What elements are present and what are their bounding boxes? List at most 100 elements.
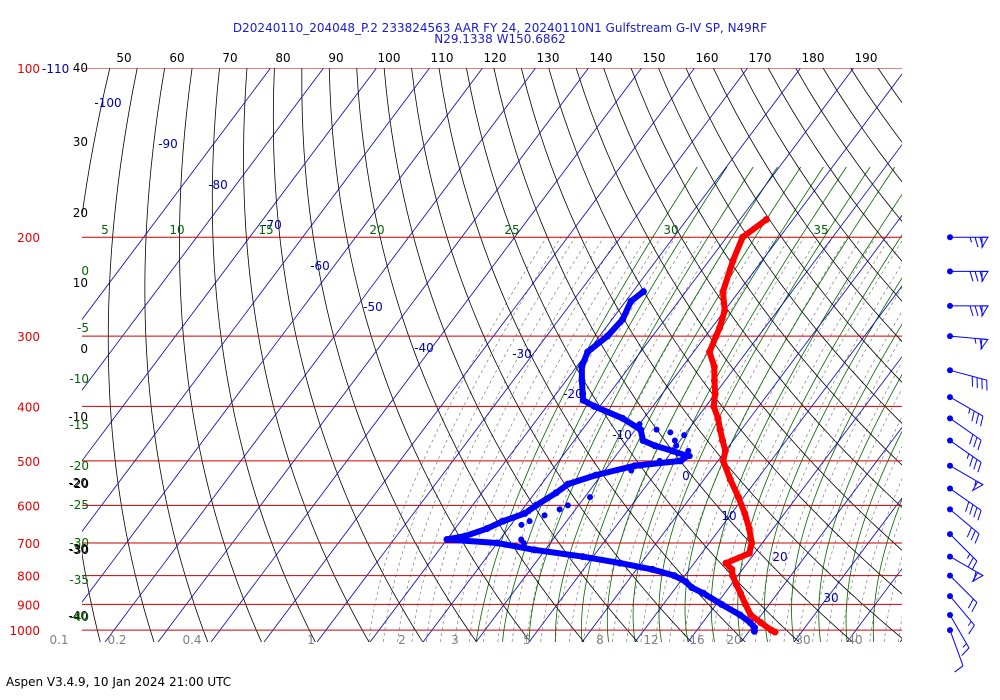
temperature-f-tick: 180: [802, 51, 825, 65]
isotherm-label: -70: [262, 218, 282, 232]
mixing-ratio-bottom-label: 0.2: [107, 633, 126, 647]
wind-barb: [947, 485, 982, 521]
wind-barb-full: [973, 571, 977, 582]
mixing-ratio-bottom-label: 2: [398, 633, 406, 647]
dewpoint-profile-point: [443, 536, 451, 544]
temperature-profile-point: [745, 525, 753, 533]
temperature-f-tick: 80: [275, 51, 290, 65]
mixing-ratio-top-label: 25: [504, 223, 519, 237]
dewpoint-scatter-point: [667, 429, 674, 436]
height-label: 30: [73, 135, 88, 149]
isotherm-line: [104, 68, 537, 642]
height-label: -20: [68, 476, 88, 490]
temperature-profile-point: [741, 509, 749, 517]
temperature-profile-point: [719, 457, 727, 465]
wind-barb: [947, 394, 984, 427]
moist-adiabat-line: [658, 166, 871, 642]
wind-barb-half: [974, 338, 977, 344]
dewpoint-profile-point: [631, 462, 639, 470]
wind-barb-full: [979, 271, 984, 282]
temperature-profile-point: [722, 559, 730, 567]
temperature-profile-point: [726, 476, 734, 484]
dry-adiabat-line: [328, 68, 531, 642]
moist-adiabat-line: [528, 166, 754, 642]
pressure-label: 300: [17, 330, 40, 344]
dry-adiabat-line: [685, 68, 902, 383]
moist-adiabat-label: 0: [81, 264, 89, 278]
mixing-ratio-line: [397, 237, 576, 642]
wind-barb: [947, 462, 984, 492]
mixing-ratio-bottom-label: 0.4: [182, 633, 201, 647]
dewpoint-scatter-point: [587, 494, 594, 501]
height-label: 20: [73, 206, 88, 220]
isotherm-line: [899, 638, 902, 642]
temperature-profile-point: [739, 233, 747, 241]
wind-barb-half: [974, 480, 977, 486]
temperature-f-tick: 50: [116, 51, 131, 65]
temperature-f-tick: 100: [378, 51, 401, 65]
wind-barb-full: [954, 665, 964, 673]
wind-barb-full: [969, 456, 974, 467]
wind-barb-full: [969, 434, 974, 445]
wind-barb-full: [974, 305, 979, 317]
wind-barbs: [947, 234, 989, 673]
dewpoint-scatter-point: [520, 540, 527, 547]
mixing-ratio-line: [740, 263, 902, 642]
wind-barb-staff: [949, 396, 984, 417]
mixing-ratio-bottom-label: 40: [847, 633, 862, 647]
dewpoint-scatter-point: [556, 506, 563, 513]
pressure-label: 900: [17, 598, 40, 612]
isotherm-line: [740, 426, 902, 642]
temperature-profile-point: [771, 628, 779, 636]
dewpoint-profile-point: [616, 559, 624, 567]
mixing-ratio-line: [440, 237, 619, 642]
temperature-profile-point: [710, 377, 718, 385]
isotherm-line: [793, 497, 902, 642]
temperature-profile-point: [737, 589, 745, 597]
moist-adiabat-line: [818, 373, 902, 642]
dewpoint-profile-point: [499, 517, 507, 525]
temperature-f-tick: 190: [855, 51, 878, 65]
wind-barb-full: [969, 271, 974, 282]
pressure-label: 1000: [9, 624, 40, 638]
height-label: -40: [68, 609, 88, 623]
wind-barb-staff: [949, 488, 982, 511]
temperature-profile-point: [721, 447, 729, 455]
dewpoint-profile-point: [579, 396, 587, 404]
dewpoint-profile-point: [483, 525, 491, 533]
wind-barb-full: [967, 557, 974, 567]
temperature-f-tick: 70: [222, 51, 237, 65]
dewpoint-scatter-point: [681, 432, 688, 439]
wind-barb-staff: [949, 369, 987, 381]
dewpoint-profile-point: [592, 471, 600, 479]
temperature-profile-point: [706, 348, 714, 356]
extra-left-label: -30: [69, 543, 89, 557]
dewpoint-profile-point: [619, 315, 627, 323]
dewpoint-scatter-point: [673, 442, 680, 449]
wind-barb-full: [975, 413, 980, 424]
wind-barb-full: [973, 437, 978, 448]
pressure-label: 800: [17, 570, 40, 584]
dewpoint-profile-point: [619, 414, 627, 422]
mixing-ratio-top-label: 15: [258, 223, 273, 237]
dry-adiabat-line: [822, 68, 902, 183]
temperature-profile-point: [745, 549, 753, 557]
mixing-ratio-line: [683, 237, 862, 642]
temperature-f-tick: 130: [537, 51, 560, 65]
dewpoint-profile-point: [603, 332, 611, 340]
dewpoint-profile-point: [651, 442, 659, 450]
wind-barb: [947, 415, 982, 451]
mixing-ratio-bottom-label: 1: [307, 633, 315, 647]
moist-adiabat-label: -15: [69, 418, 89, 432]
mixing-ratio-bottom-label: 30: [795, 633, 810, 647]
isotherm-label: -80: [208, 178, 228, 192]
wind-barb-staff: [949, 533, 978, 562]
dry-adiabat-line: [658, 68, 902, 424]
temperature-profile-point: [757, 619, 765, 627]
mixing-ratio-line: [855, 477, 902, 642]
isotherm-line: [528, 144, 902, 642]
moist-adiabat-label: -35: [69, 573, 89, 587]
isotherm-line: [687, 356, 902, 642]
moist-adiabat-label: -20: [69, 459, 89, 473]
